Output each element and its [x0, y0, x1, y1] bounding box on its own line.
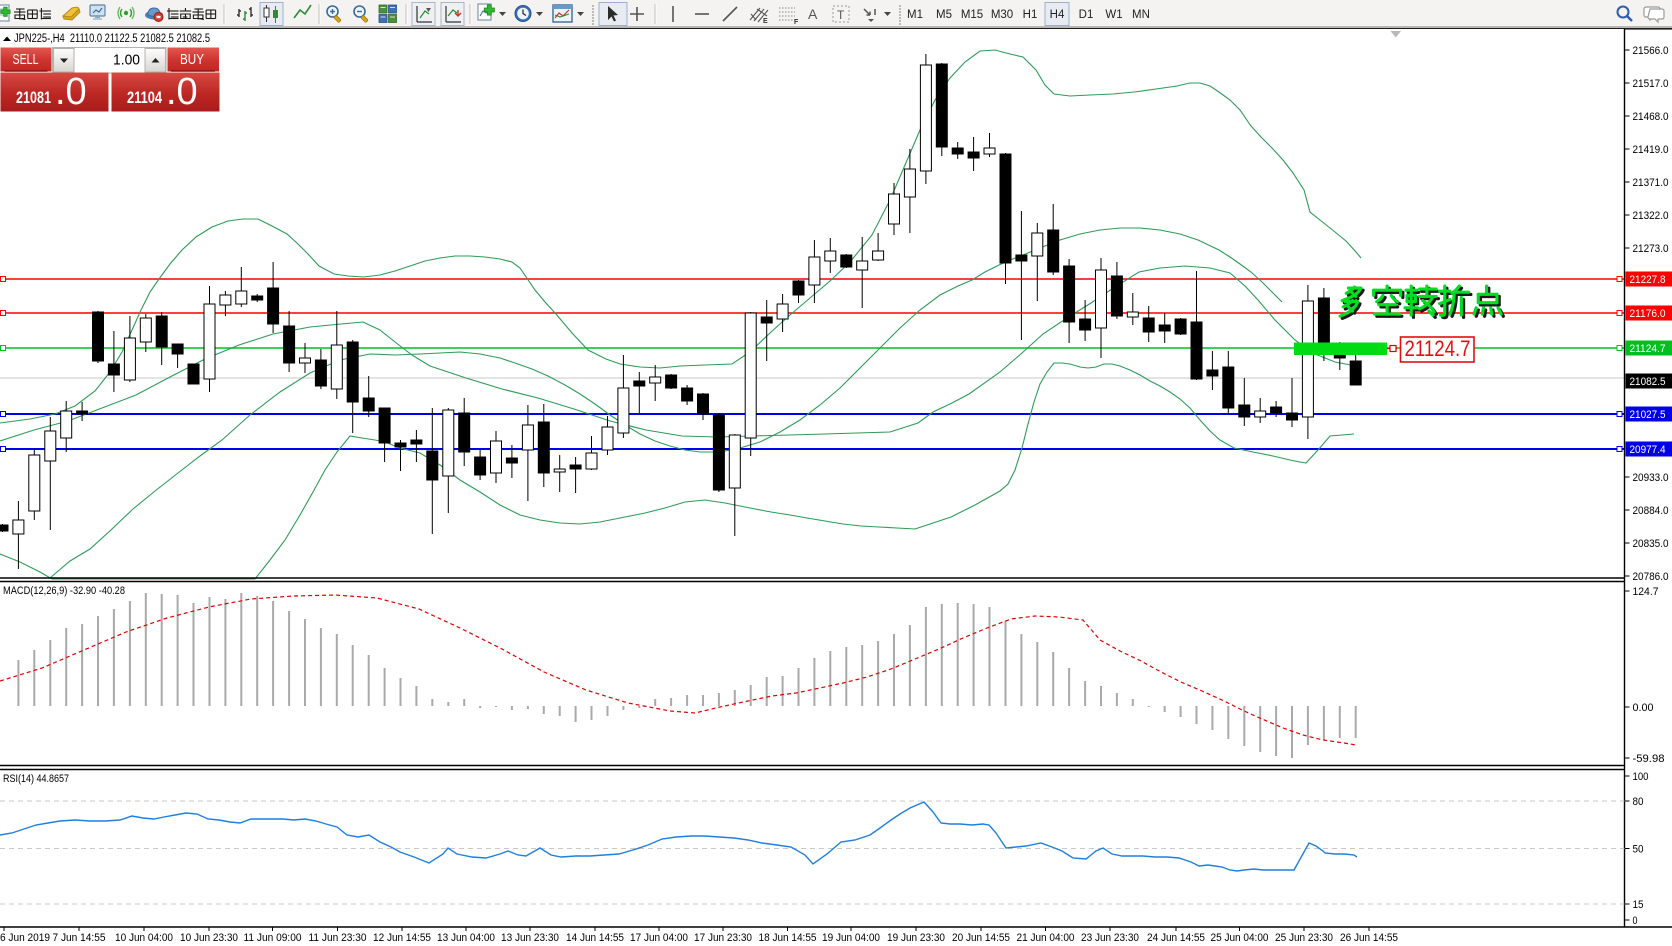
- svg-text:11 Jun 09:00: 11 Jun 09:00: [244, 932, 302, 944]
- svg-text:M30: M30: [991, 9, 1013, 21]
- svg-text:RSI(14) 44.8657: RSI(14) 44.8657: [3, 773, 69, 785]
- svg-text:M15: M15: [961, 9, 983, 21]
- svg-text:F: F: [794, 19, 799, 26]
- svg-text:21104: 21104: [127, 88, 162, 107]
- svg-text:17 Jun 23:30: 17 Jun 23:30: [694, 932, 752, 944]
- svg-text:JPN225-,H4 21110.0 21122.5 21: JPN225-,H4 21110.0 21122.5 21082.5 21082…: [14, 33, 210, 45]
- svg-text:H4: H4: [1050, 9, 1065, 21]
- svg-text:21027.5: 21027.5: [1630, 409, 1666, 421]
- svg-text:15: 15: [1633, 899, 1644, 911]
- svg-text:7 Jun 14:55: 7 Jun 14:55: [53, 932, 106, 944]
- svg-text:BUY: BUY: [180, 51, 204, 68]
- svg-text:21176.0: 21176.0: [1630, 308, 1666, 320]
- svg-text:23 Jun 23:30: 23 Jun 23:30: [1081, 932, 1139, 944]
- svg-text:19 Jun 23:30: 19 Jun 23:30: [887, 932, 945, 944]
- svg-text:-59.98: -59.98: [1633, 753, 1665, 765]
- svg-text:100: 100: [1633, 771, 1649, 783]
- svg-text:17 Jun 04:00: 17 Jun 04:00: [630, 932, 688, 944]
- svg-text:A: A: [808, 6, 818, 22]
- svg-text:.0: .0: [55, 71, 87, 113]
- svg-text:20884.0: 20884.0: [1633, 505, 1669, 517]
- svg-text:25 Jun 23:30: 25 Jun 23:30: [1275, 932, 1333, 944]
- svg-text:MN: MN: [1132, 9, 1150, 21]
- svg-text:124.7: 124.7: [1633, 586, 1659, 598]
- svg-text:H1: H1: [1023, 9, 1038, 21]
- svg-text:21273.0: 21273.0: [1633, 243, 1669, 255]
- svg-text:M1: M1: [907, 9, 923, 21]
- svg-text:25 Jun 04:00: 25 Jun 04:00: [1211, 932, 1269, 944]
- svg-text:1.00: 1.00: [113, 52, 140, 69]
- svg-text:21419.0: 21419.0: [1633, 144, 1669, 156]
- svg-text:D1: D1: [1079, 9, 1094, 21]
- svg-text:0.00: 0.00: [1633, 702, 1654, 714]
- svg-text:20835.0: 20835.0: [1633, 538, 1669, 550]
- svg-text:21081: 21081: [16, 88, 51, 107]
- svg-text:21566.0: 21566.0: [1633, 45, 1669, 57]
- svg-text:13 Jun 23:30: 13 Jun 23:30: [501, 932, 559, 944]
- svg-text:18 Jun 14:55: 18 Jun 14:55: [759, 932, 817, 944]
- svg-text:21322.0: 21322.0: [1633, 210, 1669, 222]
- svg-text:0: 0: [1633, 915, 1638, 927]
- svg-text:20977.4: 20977.4: [1630, 444, 1666, 456]
- svg-text:19 Jun 04:00: 19 Jun 04:00: [822, 932, 880, 944]
- svg-text:E: E: [763, 18, 768, 25]
- svg-text:21 Jun 04:00: 21 Jun 04:00: [1017, 932, 1075, 944]
- svg-text:MACD(12,26,9) -32.90 -40.28: MACD(12,26,9) -32.90 -40.28: [3, 585, 125, 597]
- svg-text:26 Jun 14:55: 26 Jun 14:55: [1340, 932, 1398, 944]
- svg-text:80: 80: [1633, 796, 1644, 808]
- svg-text:50: 50: [1633, 844, 1644, 856]
- svg-text:10 Jun 23:30: 10 Jun 23:30: [180, 932, 238, 944]
- svg-text:20933.0: 20933.0: [1633, 472, 1669, 484]
- svg-text:12 Jun 14:55: 12 Jun 14:55: [373, 932, 431, 944]
- svg-text:6 Jun 2019: 6 Jun 2019: [0, 932, 50, 944]
- svg-text:21468.0: 21468.0: [1633, 111, 1669, 123]
- svg-text:13 Jun 04:00: 13 Jun 04:00: [437, 932, 495, 944]
- svg-text:20786.0: 20786.0: [1633, 571, 1669, 583]
- svg-text:.0: .0: [166, 71, 198, 113]
- svg-text:10 Jun 04:00: 10 Jun 04:00: [115, 932, 173, 944]
- svg-text:14 Jun 14:55: 14 Jun 14:55: [566, 932, 624, 944]
- svg-text:21124.7: 21124.7: [1405, 336, 1471, 361]
- svg-text:21124.7: 21124.7: [1630, 343, 1666, 355]
- svg-text:T: T: [837, 8, 845, 22]
- svg-text:21082.5: 21082.5: [1630, 376, 1666, 388]
- svg-text:W1: W1: [1105, 9, 1122, 21]
- svg-text:21227.8: 21227.8: [1630, 274, 1666, 286]
- svg-text:11 Jun 23:30: 11 Jun 23:30: [309, 932, 367, 944]
- svg-text:21517.0: 21517.0: [1633, 78, 1669, 90]
- svg-text:20 Jun 14:55: 20 Jun 14:55: [952, 932, 1010, 944]
- svg-text:M5: M5: [936, 9, 952, 21]
- svg-text:SELL: SELL: [13, 51, 39, 68]
- svg-text:24 Jun 14:55: 24 Jun 14:55: [1147, 932, 1205, 944]
- svg-text:21371.0: 21371.0: [1633, 177, 1669, 189]
